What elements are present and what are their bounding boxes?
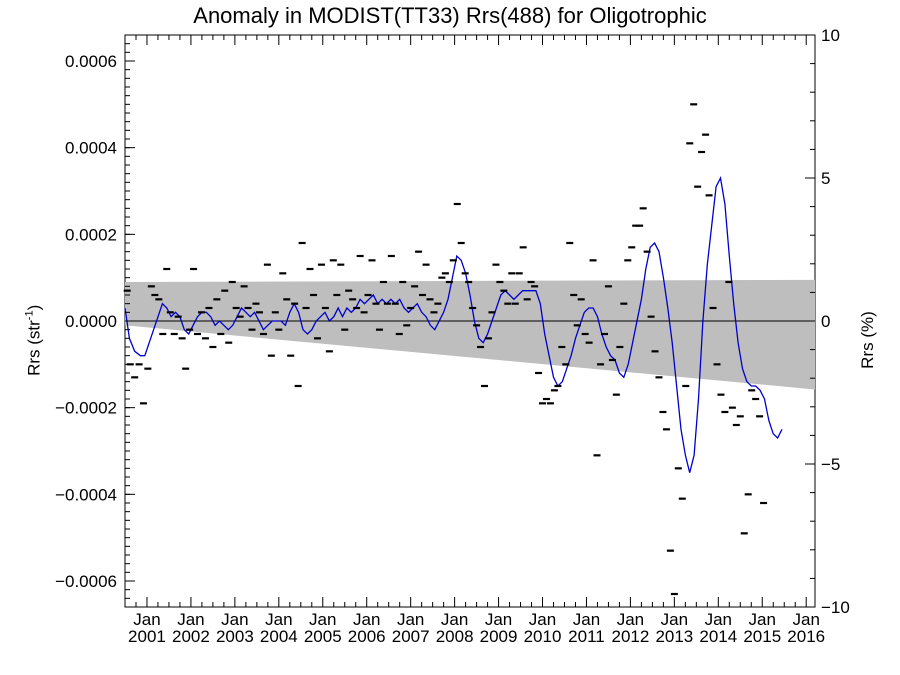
y-axis-left: 0.0006 0.0004 0.0002 0.0000 −0.0002 −0.0004 −0… (55, 43, 135, 599)
x-tick-label-year: 2003 (216, 627, 254, 646)
x-tick-label-year: 2012 (611, 627, 649, 646)
monthly-anomaly-markers (123, 103, 768, 596)
x-tick-label-month: Jan (353, 610, 380, 629)
y-axis-left-label: Rrs (str-1) (24, 290, 45, 390)
x-tick-label-month: Jan (441, 610, 468, 629)
x-tick-label-month: Jan (529, 610, 556, 629)
x-tick-label-month: Jan (573, 610, 600, 629)
x-axis: Jan2001Jan2002Jan2003Jan2004Jan2005Jan20… (124, 35, 825, 646)
x-tick-label-year: 2006 (348, 627, 386, 646)
x-tick-label-year: 2002 (172, 627, 210, 646)
confidence-band (125, 279, 815, 390)
y-axis-left-label-sup: -1 (23, 310, 36, 321)
x-tick-label-month: Jan (309, 610, 336, 629)
band-area (125, 279, 815, 390)
y-axis-right: 10 5 0 −5 −10 (805, 26, 850, 617)
x-tick-label-year: 2014 (699, 627, 737, 646)
x-tick-label-year: 2001 (128, 627, 166, 646)
y-right-tick-label: 0 (821, 312, 830, 331)
x-tick-label-year: 2010 (524, 627, 562, 646)
y-axis-left-label-tail: ) (24, 304, 44, 311)
y-right-tick-label: 5 (821, 169, 830, 188)
y-axis-right-label: Rrs (%) (858, 311, 877, 369)
chart-title: Anomaly in MODIST(TT33) Rrs(488) for Oli… (193, 3, 707, 28)
x-tick-label-year: 2011 (568, 627, 605, 646)
anomaly-line (124, 175, 783, 473)
x-tick-label-month: Jan (485, 610, 512, 629)
y-right-tick-label: −10 (821, 598, 850, 617)
x-tick-label-month: Jan (221, 610, 248, 629)
y-left-tick-label: −0.0006 (55, 572, 117, 591)
y-left-tick-label: 0.0000 (65, 312, 117, 331)
x-tick-label-year: 2015 (743, 627, 781, 646)
y-left-tick-label: 0.0002 (65, 225, 117, 244)
x-tick-label-month: Jan (749, 610, 776, 629)
x-tick-label-year: 2005 (304, 627, 342, 646)
x-tick-label-year: 2009 (480, 627, 518, 646)
x-tick-label-year: 2016 (787, 627, 825, 646)
y-right-tick-label: 10 (821, 26, 840, 45)
y-left-tick-label: 0.0004 (65, 139, 117, 158)
x-tick-label-year: 2008 (436, 627, 474, 646)
x-tick-label-month: Jan (617, 610, 644, 629)
y-left-tick-label: 0.0006 (65, 52, 117, 71)
series-line-path (124, 175, 783, 473)
x-tick-label-month: Jan (397, 610, 424, 629)
y-left-tick-label: −0.0004 (55, 485, 117, 504)
x-tick-label-month: Jan (705, 610, 732, 629)
y-axis-left-label-text: Rrs (str (24, 320, 44, 376)
y-right-tick-label: −5 (821, 455, 840, 474)
x-tick-label-month: Jan (792, 610, 819, 629)
x-tick-label-month: Jan (177, 610, 204, 629)
x-tick-label-month: Jan (265, 610, 292, 629)
x-tick-label-year: 2013 (655, 627, 693, 646)
x-tick-label-month: Jan (133, 610, 160, 629)
x-tick-label-year: 2004 (260, 627, 298, 646)
y-left-tick-label: −0.0002 (55, 399, 117, 418)
x-tick-label-month: Jan (661, 610, 688, 629)
x-tick-label-year: 2007 (392, 627, 430, 646)
